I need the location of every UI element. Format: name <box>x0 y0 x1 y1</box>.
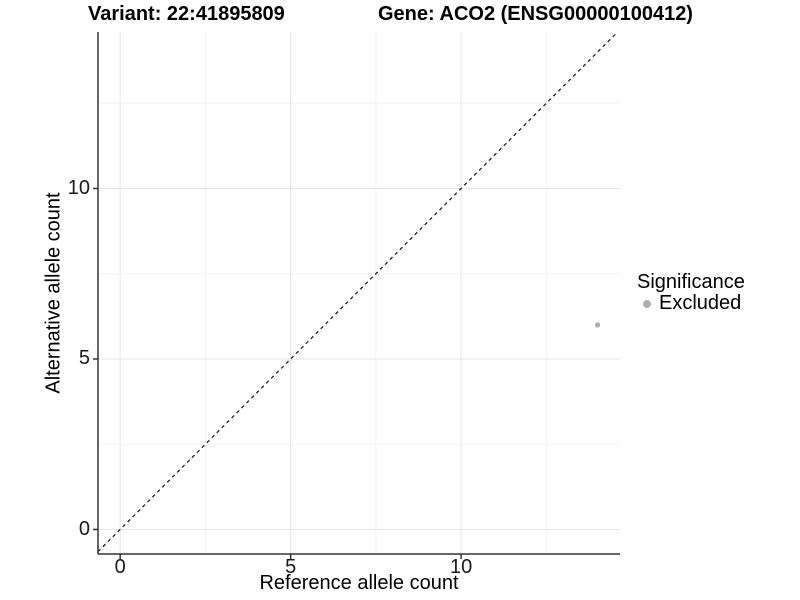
legend-entry-excluded: Excluded <box>637 293 745 314</box>
legend-title: Significance <box>637 271 745 293</box>
legend: Significance Excluded <box>637 271 745 314</box>
x-axis-title: Reference allele count <box>259 572 459 594</box>
plot-title-gene: Gene: ACO2 (ENSG00000100412) <box>378 3 693 25</box>
y-tick-label: 5 <box>78 347 90 370</box>
legend-key-point-icon <box>643 299 651 308</box>
data-point <box>594 322 601 328</box>
identity-line <box>97 31 619 553</box>
y-tick-label: 10 <box>67 176 90 199</box>
x-tick-label: 5 <box>285 556 297 578</box>
y-tick-label: 0 <box>78 517 90 540</box>
plot-title-variant: Variant: 22:41895809 <box>88 3 285 25</box>
plot-panel <box>93 31 620 559</box>
x-tick-label: 10 <box>449 556 473 578</box>
plot-area-svg <box>93 31 620 559</box>
legend-entry-label: Excluded <box>659 292 742 314</box>
x-tick-label: 0 <box>114 556 126 578</box>
